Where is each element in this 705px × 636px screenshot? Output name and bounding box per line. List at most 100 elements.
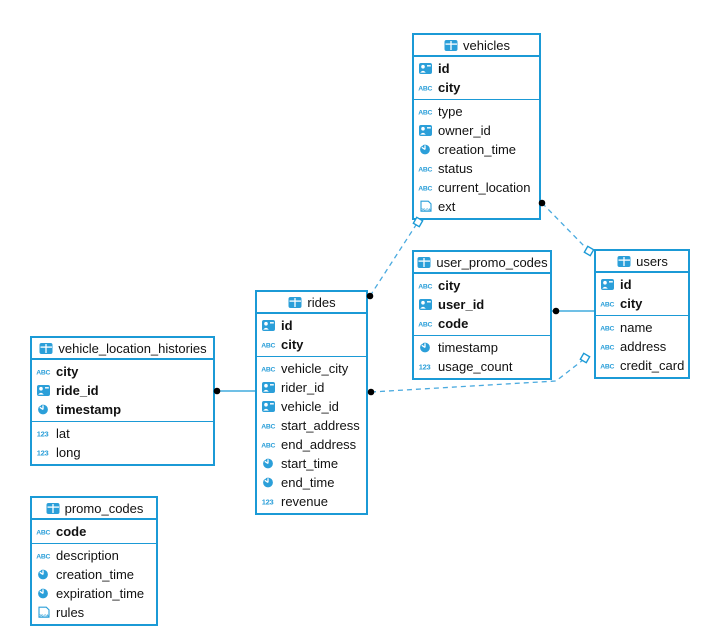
column-row[interactable]: timestamp [32,400,213,419]
columns-section: type owner_id creation_time status curre… [414,99,539,218]
column-name: credit_card [620,358,685,373]
table-icon [38,342,54,355]
column-row[interactable]: creation_time [414,140,539,159]
column-name: lat [56,426,70,441]
relation-line[interactable] [369,224,417,297]
table-header-user-promo-codes[interactable]: user_promo_codes [414,252,550,274]
column-row[interactable]: id [596,275,688,294]
column-row[interactable]: description [32,546,156,565]
column-row[interactable]: lat [32,424,213,443]
columns-section: name address credit_card [596,315,688,377]
table-header-rides[interactable]: rides [257,292,366,314]
column-row[interactable]: owner_id [414,121,539,140]
table-header-promo-codes[interactable]: promo_codes [32,498,156,520]
column-row[interactable]: ext [414,197,539,216]
column-row[interactable]: city [257,335,366,354]
column-row[interactable]: rider_id [257,378,366,397]
table-users[interactable]: users id city name address credit_card [594,249,690,379]
column-row[interactable]: city [414,276,550,295]
uuid-icon [418,298,434,311]
uuid-icon [261,400,277,413]
relation-vehicle-location-histories-rides [213,387,257,395]
column-name: creation_time [438,142,517,157]
text-type-icon [418,181,434,194]
table-promo-codes[interactable]: promo_codes code description creation_ti… [30,496,158,626]
column-row[interactable]: status [414,159,539,178]
column-row[interactable]: long [32,443,213,462]
column-row[interactable]: id [257,316,366,335]
column-name: ext [438,199,456,214]
column-row[interactable]: start_time [257,454,366,473]
column-row[interactable]: code [32,522,156,541]
table-header-vehicle-location-histories[interactable]: vehicle_location_histories [32,338,213,360]
column-row[interactable]: id [414,59,539,78]
clock-icon [261,457,277,470]
column-row[interactable]: revenue [257,492,366,511]
uuid-icon [600,278,616,291]
text-type-icon [261,338,277,351]
column-row[interactable]: name [596,318,688,337]
columns-section: timestamp usage_count [414,335,550,378]
column-row[interactable]: address [596,337,688,356]
column-row[interactable]: usage_count [414,357,550,376]
column-row[interactable]: start_address [257,416,366,435]
text-type-icon [261,362,277,375]
text-type-icon [600,340,616,353]
relation-endpoint-diamond [583,245,595,257]
column-row[interactable]: user_id [414,295,550,314]
column-row[interactable]: ride_id [32,381,213,400]
pk-section: city user_id code [414,274,550,335]
uuid-icon [418,62,434,75]
table-icon [287,296,303,309]
column-row[interactable]: vehicle_city [257,359,366,378]
column-name: start_time [281,456,339,471]
column-row[interactable]: credit_card [596,356,688,375]
text-type-icon [261,419,277,432]
table-vehicles[interactable]: vehicles id city type owner_id creation_… [412,33,541,220]
clock-icon [418,143,434,156]
column-name: end_address [281,437,357,452]
column-name: city [56,364,79,379]
table-title: promo_codes [64,500,144,516]
columns-section: lat long [32,421,213,464]
number-type-icon [261,495,277,508]
text-type-icon [261,438,277,451]
column-name: long [56,445,81,460]
column-name: start_address [281,418,360,433]
column-row[interactable]: rules [32,603,156,622]
table-title: rides [307,294,336,310]
column-row[interactable]: creation_time [32,565,156,584]
column-row[interactable]: city [596,294,688,313]
column-row[interactable]: city [32,362,213,381]
column-row[interactable]: current_location [414,178,539,197]
pk-section: code [32,520,156,543]
relation-user-promo-codes-users [552,307,596,315]
column-name: city [438,80,461,95]
table-title: users [636,253,668,269]
uuid-icon [261,319,277,332]
table-vehicle-location-histories[interactable]: vehicle_location_histories city ride_id … [30,336,215,466]
relation-line[interactable] [541,202,587,249]
table-user-promo-codes[interactable]: user_promo_codes city user_id code times… [412,250,552,380]
text-type-icon [36,525,52,538]
column-row[interactable]: end_address [257,435,366,454]
column-row[interactable]: timestamp [414,338,550,357]
column-row[interactable]: expiration_time [32,584,156,603]
table-rides[interactable]: rides id city vehicle_city rider_id vehi… [255,290,368,515]
table-header-vehicles[interactable]: vehicles [414,35,539,57]
clock-icon [36,587,52,600]
columns-section: vehicle_city rider_id vehicle_id start_a… [257,356,366,513]
column-name: vehicle_city [281,361,349,376]
table-header-users[interactable]: users [596,251,688,273]
clock-icon [418,341,434,354]
column-row[interactable]: city [414,78,539,97]
pk-section: id city [596,273,688,315]
column-row[interactable]: code [414,314,550,333]
column-row[interactable]: end_time [257,473,366,492]
text-type-icon [418,105,434,118]
column-row[interactable]: vehicle_id [257,397,366,416]
column-name: city [620,296,643,311]
column-row[interactable]: type [414,102,539,121]
table-icon [616,255,632,268]
text-type-icon [600,321,616,334]
